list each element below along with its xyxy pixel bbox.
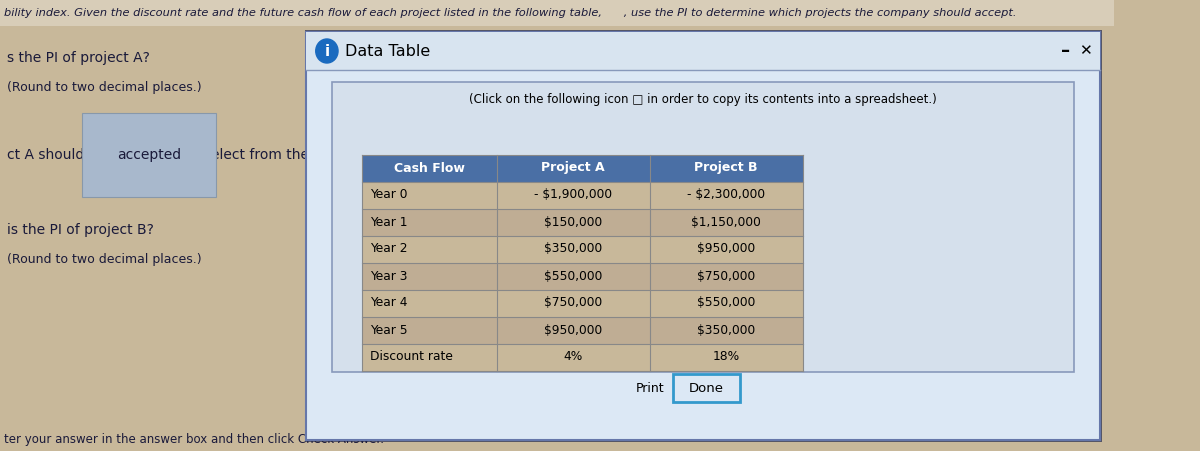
FancyBboxPatch shape <box>362 263 803 290</box>
Text: (Round to two decimal places.): (Round to two decimal places.) <box>7 82 202 95</box>
Text: Year 3: Year 3 <box>370 270 407 282</box>
FancyBboxPatch shape <box>362 290 803 317</box>
FancyBboxPatch shape <box>673 374 740 402</box>
Text: (Click on the following icon □ in order to copy its contents into a spreadsheet.: (Click on the following icon □ in order … <box>469 93 937 106</box>
Text: (Select from the drop-down menu.): (Select from the drop-down menu.) <box>187 148 440 162</box>
FancyBboxPatch shape <box>362 209 803 236</box>
Text: - $2,300,000: - $2,300,000 <box>688 189 766 202</box>
Text: Year 5: Year 5 <box>370 323 407 336</box>
Text: Cash Flow: Cash Flow <box>394 161 464 175</box>
Text: Print: Print <box>635 382 664 395</box>
Text: Year 0: Year 0 <box>370 189 407 202</box>
Text: Project B: Project B <box>695 161 758 175</box>
Text: Discount rate: Discount rate <box>370 350 452 364</box>
Text: Year 1: Year 1 <box>370 216 407 229</box>
Circle shape <box>316 39 338 63</box>
FancyBboxPatch shape <box>332 82 1074 372</box>
FancyBboxPatch shape <box>306 32 1100 70</box>
Text: $1,150,000: $1,150,000 <box>691 216 761 229</box>
FancyBboxPatch shape <box>362 182 803 209</box>
FancyBboxPatch shape <box>306 32 1100 440</box>
FancyBboxPatch shape <box>362 236 803 263</box>
Text: $750,000: $750,000 <box>544 296 602 309</box>
Text: $950,000: $950,000 <box>697 243 755 256</box>
FancyBboxPatch shape <box>305 30 1103 442</box>
Text: –: – <box>1061 42 1069 60</box>
Text: $750,000: $750,000 <box>697 270 755 282</box>
Text: Year 4: Year 4 <box>370 296 407 309</box>
Text: $550,000: $550,000 <box>697 296 756 309</box>
FancyBboxPatch shape <box>362 155 803 182</box>
Text: $150,000: $150,000 <box>544 216 602 229</box>
FancyBboxPatch shape <box>0 0 1115 26</box>
Text: $350,000: $350,000 <box>544 243 602 256</box>
FancyBboxPatch shape <box>362 317 803 344</box>
Text: (Round to two decimal places.): (Round to two decimal places.) <box>7 253 202 267</box>
Text: ter your answer in the answer box and then click Check Answer.: ter your answer in the answer box and th… <box>4 433 384 446</box>
Text: 18%: 18% <box>713 350 739 364</box>
Text: - $1,900,000: - $1,900,000 <box>534 189 612 202</box>
Text: accepted: accepted <box>118 148 181 162</box>
FancyBboxPatch shape <box>0 26 1115 451</box>
Text: $950,000: $950,000 <box>544 323 602 336</box>
Text: s the PI of project A?: s the PI of project A? <box>7 51 150 65</box>
Text: ✕: ✕ <box>1079 43 1092 59</box>
Text: $550,000: $550,000 <box>544 270 602 282</box>
Text: is the PI of project B?: is the PI of project B? <box>7 223 155 237</box>
Text: i: i <box>324 43 330 59</box>
Text: Project A: Project A <box>541 161 605 175</box>
Text: $350,000: $350,000 <box>697 323 755 336</box>
Text: ct A should be: ct A should be <box>7 148 107 162</box>
FancyBboxPatch shape <box>362 344 803 371</box>
Text: Data Table: Data Table <box>346 43 431 59</box>
Text: bility index. Given the discount rate and the future cash flow of each project l: bility index. Given the discount rate an… <box>4 8 1016 18</box>
Text: Done: Done <box>689 382 725 395</box>
Text: 4%: 4% <box>563 350 583 364</box>
Text: Year 2: Year 2 <box>370 243 407 256</box>
